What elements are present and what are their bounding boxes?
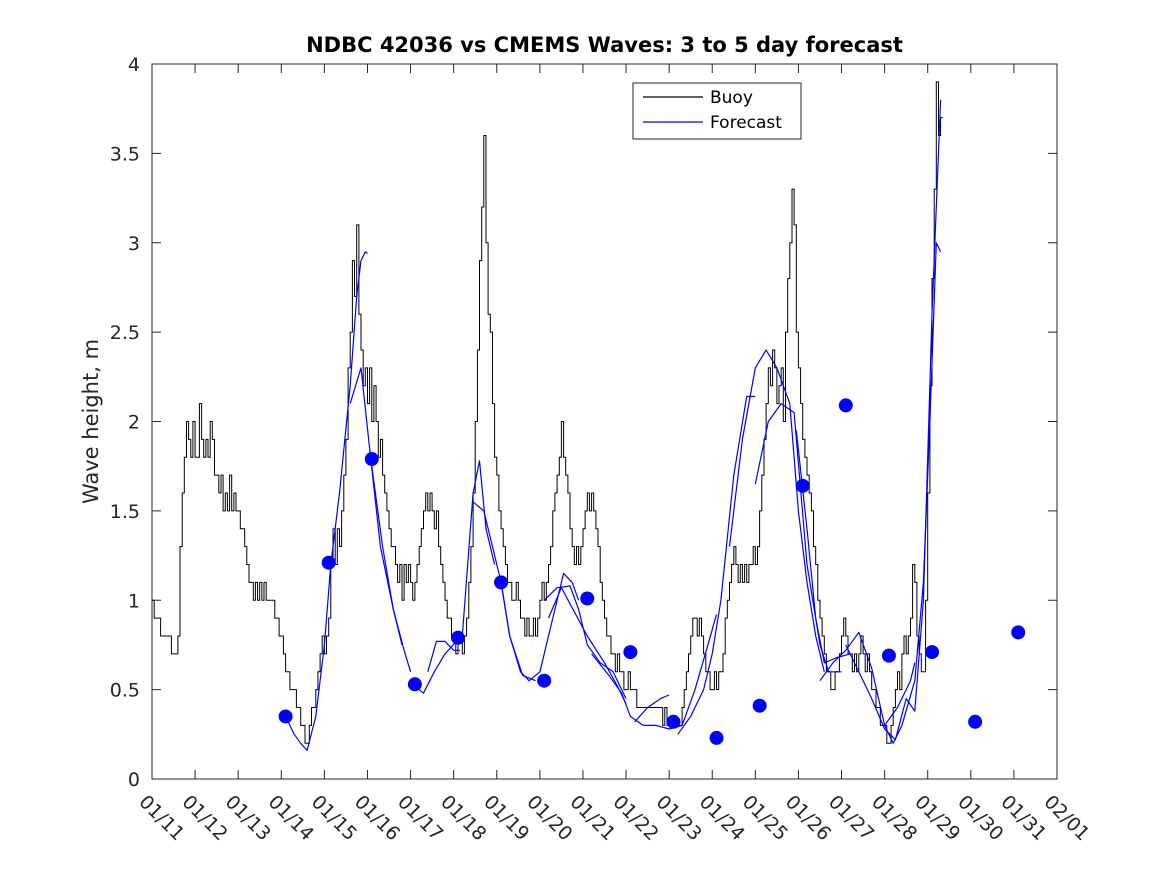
forecast-marker (1011, 625, 1026, 640)
x-tick-label: 01/15 (307, 791, 361, 845)
series-forecast-line-5 (461, 460, 496, 637)
x-tick-label: 01/19 (479, 791, 533, 845)
series-buoy-line (152, 81, 943, 744)
series-forecast-line-11 (634, 694, 670, 723)
chart-title: NDBC 42036 vs CMEMS Waves: 3 to 5 day fo… (306, 33, 903, 57)
x-tick-label: 01/20 (522, 791, 576, 845)
x-tick-label: 01/13 (221, 791, 275, 845)
forecast-marker (709, 730, 724, 745)
forecast-marker (881, 648, 896, 663)
x-tick-label: 01/28 (867, 791, 921, 845)
forecast-marker (623, 645, 638, 660)
forecast-marker (407, 677, 422, 692)
y-tick-label: 4 (128, 54, 140, 76)
y-tick-label: 1 (128, 590, 140, 612)
y-tick-label: 2.5 (110, 322, 140, 344)
series-forecast-line-1 (349, 367, 412, 672)
x-tick-label: 01/22 (609, 791, 663, 845)
x-tick-label: 01/17 (393, 791, 447, 845)
x-tick-label: 01/30 (953, 791, 1007, 845)
x-tick-label: 01/27 (824, 791, 878, 845)
x-tick-label: 01/16 (350, 791, 404, 845)
y-tick-label: 0.5 (110, 680, 140, 702)
axes-box (151, 63, 1058, 780)
x-tick-label: 01/21 (565, 791, 619, 845)
forecast-marker (364, 452, 379, 467)
series-forecast-line-7 (500, 572, 580, 682)
series-forecast-line-18 (845, 99, 942, 741)
forecast-marker (494, 575, 509, 590)
forecast-marker (752, 698, 767, 713)
forecast-marker (278, 709, 293, 724)
y-tick-label: 3 (128, 233, 140, 255)
forecast-marker (968, 714, 983, 729)
y-axis-label: Wave height, m (79, 339, 103, 504)
y-tick-label: 0 (128, 769, 140, 791)
forecast-marker (321, 555, 336, 570)
x-tick-label: 01/23 (652, 791, 706, 845)
x-tick-label: 01/25 (738, 791, 792, 845)
series-forecast-line-4 (427, 640, 461, 672)
forecast-marker (925, 645, 940, 660)
series-forecast-line-13 (677, 395, 756, 735)
y-tick-label: 3.5 (110, 143, 140, 165)
forecast-marker (580, 591, 595, 606)
y-tick-label: 1.5 (110, 501, 140, 523)
x-tick-label: 01/24 (695, 791, 749, 845)
x-tick-label: 01/11 (134, 791, 188, 845)
plot-area: 00.511.522.533.5401/1101/1201/1301/1401/… (110, 54, 1094, 845)
series-forecast-line-10 (591, 653, 644, 726)
x-tick-label: 01/18 (436, 791, 490, 845)
x-tick-label: 01/12 (178, 791, 232, 845)
series-forecast-line-3 (412, 639, 459, 694)
series-forecast-line-14 (728, 349, 825, 672)
forecast-marker (795, 478, 810, 493)
legend-box (632, 82, 802, 140)
forecast-marker (838, 398, 853, 413)
forecast-marker (666, 714, 681, 729)
series-forecast-line-12 (643, 614, 718, 730)
y-axis-label-group: Wave height, m (79, 339, 103, 504)
series-forecast-line-2 (371, 466, 403, 646)
legend-label-forecast: Forecast (710, 113, 782, 133)
series-forecast-line-17 (819, 242, 942, 744)
x-tick-label: 01/29 (910, 791, 964, 845)
x-tick-label: 02/01 (1039, 791, 1093, 845)
legend: Buoy Forecast (632, 82, 802, 140)
y-tick-label: 2 (128, 412, 140, 434)
x-tick-label: 01/14 (264, 791, 318, 845)
series-forecast-line-19 (884, 662, 916, 726)
forecast-marker (537, 673, 552, 688)
x-tick-label: 01/31 (996, 791, 1050, 845)
forecast-marker (450, 630, 465, 645)
legend-label-buoy: Buoy (710, 88, 753, 108)
x-tick-label: 01/26 (781, 791, 835, 845)
